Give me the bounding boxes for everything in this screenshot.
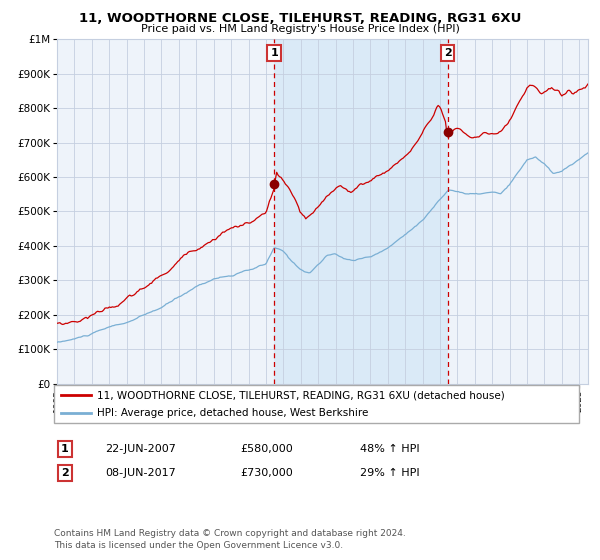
Text: 08-JUN-2017: 08-JUN-2017 <box>105 468 176 478</box>
Text: 11, WOODTHORNE CLOSE, TILEHURST, READING, RG31 6XU: 11, WOODTHORNE CLOSE, TILEHURST, READING… <box>79 12 521 25</box>
Text: 1: 1 <box>270 48 278 58</box>
Text: 29% ↑ HPI: 29% ↑ HPI <box>360 468 419 478</box>
Text: HPI: Average price, detached house, West Berkshire: HPI: Average price, detached house, West… <box>97 408 368 418</box>
Text: £580,000: £580,000 <box>240 444 293 454</box>
Text: £730,000: £730,000 <box>240 468 293 478</box>
Text: Contains HM Land Registry data © Crown copyright and database right 2024.
This d: Contains HM Land Registry data © Crown c… <box>54 529 406 550</box>
Text: 2: 2 <box>444 48 452 58</box>
Text: 11, WOODTHORNE CLOSE, TILEHURST, READING, RG31 6XU (detached house): 11, WOODTHORNE CLOSE, TILEHURST, READING… <box>97 390 505 400</box>
Text: Price paid vs. HM Land Registry's House Price Index (HPI): Price paid vs. HM Land Registry's House … <box>140 24 460 34</box>
Text: 2: 2 <box>61 468 68 478</box>
Bar <box>274 39 448 384</box>
Text: 1: 1 <box>61 444 68 454</box>
Text: 48% ↑ HPI: 48% ↑ HPI <box>360 444 419 454</box>
Text: 22-JUN-2007: 22-JUN-2007 <box>105 444 176 454</box>
